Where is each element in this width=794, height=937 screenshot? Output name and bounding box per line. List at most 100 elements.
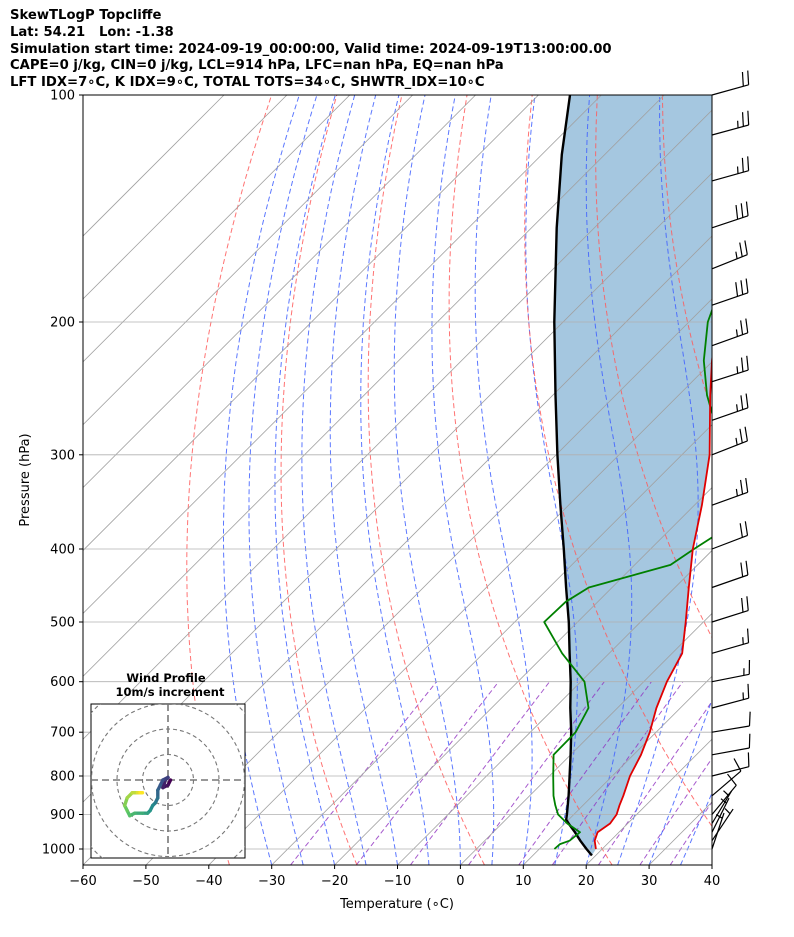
wind-barb-full	[745, 560, 749, 576]
y-axis: 100 200 300 400 500 600 700 800 900 1000	[42, 89, 83, 858]
wind-barb-staff	[711, 369, 749, 383]
wind-barb-full	[745, 477, 749, 493]
wind-barb-full	[740, 357, 744, 372]
time-line: Simulation start time: 2024-09-19_00:00:…	[10, 41, 612, 57]
wind-barb-full	[747, 110, 750, 126]
x-axis-label: Temperature (∘C)	[339, 897, 454, 912]
wind-barb	[711, 426, 748, 456]
y-axis-label: Pressure (hPa)	[18, 433, 33, 526]
wind-barb-full	[727, 773, 737, 786]
wind-barb-full	[747, 683, 750, 699]
wind-barb-staff	[711, 332, 749, 347]
wind-barb-full	[741, 597, 744, 613]
wind-barb-staff	[711, 784, 737, 815]
x-tick-label: −50	[132, 874, 159, 889]
x-tick-label: −10	[384, 874, 411, 889]
dry-adiabat-line	[186, 95, 273, 865]
y-tick-label: 800	[50, 770, 75, 785]
wind-barb-staff	[711, 215, 749, 229]
wind-barb-staff	[711, 642, 749, 654]
wind-barb	[711, 156, 750, 182]
wind-barb	[711, 733, 751, 756]
temperature-line	[593, 352, 712, 850]
isotherm-line	[83, 95, 602, 614]
y-tick-label: 1000	[42, 843, 75, 858]
wind-barb-staff	[711, 808, 734, 842]
isotherm-line	[83, 95, 351, 363]
hodograph-title: Wind Profile	[126, 671, 206, 685]
isotherm-line	[523, 675, 712, 865]
wind-barb	[711, 560, 749, 589]
wind-barb-staff	[711, 766, 750, 777]
wind-barb-half	[736, 404, 739, 412]
wind-barb-full	[745, 318, 749, 333]
isotherm-line	[83, 95, 413, 426]
wind-barb-full	[739, 523, 743, 538]
wind-barb-half	[735, 329, 738, 337]
isotherm-line	[83, 109, 712, 740]
wind-barb	[711, 201, 749, 229]
chart-header: SkewTLogP Topcliffe Lat: 54.21 Lon: -1.3…	[10, 8, 612, 92]
wind-barb-full	[745, 201, 749, 216]
y-tick-label: 500	[50, 616, 75, 631]
y-tick-label: 200	[50, 316, 75, 331]
moist-adiabat-line	[393, 95, 461, 865]
dry-adiabat-line	[728, 95, 794, 865]
parcel-indices-line: CAPE=0 j/kg, CIN=0 j/kg, LCL=914 hPa, LF…	[10, 58, 504, 74]
x-tick-label: 40	[704, 874, 721, 889]
moist-adiabat-line	[474, 95, 533, 865]
wind-barb	[711, 808, 734, 842]
chart-title: SkewTLogP Topcliffe	[10, 8, 162, 23]
wind-barb-staff	[711, 574, 749, 589]
wind-barb-full	[745, 278, 749, 293]
wind-barb-staff	[711, 292, 749, 306]
wind-barb	[711, 711, 751, 733]
wind-barb	[711, 70, 750, 96]
mixing-ratio-line	[355, 681, 499, 865]
wind-barb-staff	[711, 697, 749, 709]
x-tick-label: −30	[258, 874, 285, 889]
wind-barb-staff	[711, 407, 749, 421]
mixing-ratio-line	[551, 681, 684, 865]
wind-barb-staff	[711, 254, 748, 270]
wind-barb-full	[747, 156, 750, 171]
wind-barb-staff	[711, 491, 748, 506]
x-tick-label: −40	[195, 874, 222, 889]
isotherm-line	[397, 549, 712, 865]
wind-barb	[711, 477, 749, 506]
y-tick-label: 900	[50, 808, 75, 823]
wind-barb-half	[736, 366, 739, 374]
wind-barb-full	[739, 479, 744, 495]
wind-barb-staff	[711, 170, 749, 182]
x-tick-label: −60	[69, 874, 96, 889]
stability-indices-line: LFT IDX=7∘C, K IDX=9∘C, TOTAL TOTS=34∘C,…	[10, 75, 485, 91]
isotherm-line	[83, 95, 539, 552]
wind-barb	[711, 521, 749, 550]
wind-barb-full	[746, 628, 750, 643]
moist-adiabat-line	[223, 95, 300, 865]
wind-barb-full	[740, 280, 744, 295]
isotherm-line	[83, 95, 665, 677]
moist-adiabat-line	[329, 95, 398, 865]
moist-adiabat-line	[648, 698, 712, 865]
profile-series	[543, 95, 712, 857]
mixing-ratio-line	[468, 681, 605, 865]
moist-adiabat-line	[431, 95, 495, 865]
mixing-ratio-line	[518, 681, 652, 865]
y-tick-label: 400	[50, 543, 75, 558]
x-axis: −60 −50 −40 −30 −20 −10 0 10 20 30 40	[69, 865, 720, 889]
mixing-ratio-line	[597, 700, 712, 865]
mixing-ratio-lines	[290, 681, 712, 865]
moist-adiabat-line	[617, 95, 699, 865]
wind-barb-staff	[711, 725, 750, 733]
moist-adiabat-line	[585, 95, 633, 865]
dry-adiabat-line	[595, 95, 712, 639]
isotherm-line	[711, 864, 712, 865]
dewpoint-line	[543, 307, 712, 850]
wind-barb	[711, 355, 749, 383]
wind-barb	[711, 752, 750, 777]
wind-barb-full	[745, 393, 749, 408]
wind-barb-full	[744, 426, 748, 442]
moist-adiabat-line	[274, 95, 336, 865]
wind-barb-full	[747, 70, 750, 85]
